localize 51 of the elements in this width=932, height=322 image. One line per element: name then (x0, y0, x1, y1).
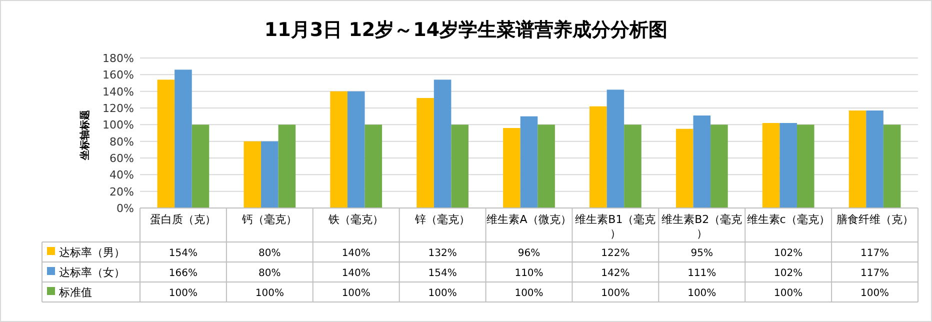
legend-label: 达标率（女） (59, 266, 125, 279)
title: 11月3日 12岁～14岁学生菜谱营养成分分析图 (264, 19, 668, 41)
ytick: 0% (116, 202, 134, 215)
ytick: 40% (110, 168, 134, 182)
category: 锌（毫克） (415, 213, 470, 226)
value-label: 102% (774, 248, 803, 259)
category: 维生素c（毫克） (746, 213, 830, 226)
value-label: 96% (518, 248, 540, 259)
category: 维生素B2（毫克） (662, 213, 742, 240)
ytick: 120% (102, 102, 134, 115)
value-label: 100% (168, 288, 198, 299)
value-label: 154% (428, 268, 457, 279)
value-label: 111% (688, 268, 716, 279)
value-label: 80% (258, 248, 281, 259)
category: 铁（毫克） (328, 213, 384, 226)
value-label: 132% (428, 248, 457, 259)
value-label: 100% (774, 288, 803, 299)
ytick: 80% (110, 135, 134, 148)
value-label: 154% (168, 248, 198, 259)
legend-label: 达标率（男） (59, 246, 125, 259)
value-label: 100% (688, 288, 716, 299)
value-label: 100% (860, 288, 890, 299)
value-label: 110% (514, 268, 544, 279)
value-label: 100% (255, 288, 284, 299)
category: 钙（毫克） (242, 213, 298, 226)
value-label: 140% (342, 248, 370, 259)
ytick: 140% (102, 85, 134, 98)
value-label: 117% (860, 248, 890, 259)
value-label: 95% (690, 248, 713, 259)
value-label: 100% (601, 288, 630, 299)
category: 维生素B1（毫克） (575, 213, 656, 240)
category: 蛋白质（克） (150, 213, 216, 226)
value-label: 166% (168, 268, 198, 279)
category: 膳食纤维（克） (836, 213, 914, 226)
value-label: 142% (601, 268, 630, 279)
ytick: 20% (110, 185, 134, 198)
ytick: 100% (102, 118, 134, 132)
value-label: 122% (601, 248, 630, 259)
ylabel: 坐标轴标题 (80, 110, 91, 160)
value-label: 100% (428, 288, 457, 299)
value-label: 117% (860, 268, 890, 279)
value-label: 100% (342, 288, 370, 299)
legend-label: 标准值 (59, 286, 92, 299)
ytick: 180% (102, 52, 134, 65)
value-label: 80% (258, 268, 281, 279)
value-label: 102% (774, 268, 803, 279)
category: 维生素A（微克） (486, 213, 572, 226)
value-label: 100% (514, 288, 544, 299)
ytick: 160% (102, 68, 134, 82)
ytick: 60% (110, 152, 134, 165)
value-label: 140% (342, 268, 370, 279)
